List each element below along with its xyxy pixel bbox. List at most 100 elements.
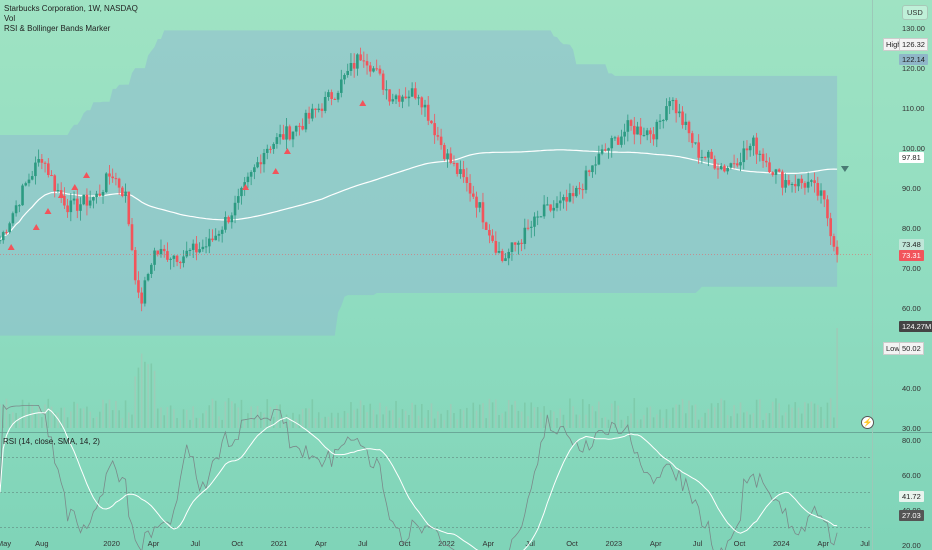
volume-bar <box>366 412 368 428</box>
volume-bar <box>272 416 275 428</box>
candle-body <box>478 202 482 208</box>
flash-icon[interactable]: ⚡ <box>861 416 874 429</box>
candle-body <box>504 258 507 261</box>
candle-body <box>623 131 626 137</box>
volume-bar <box>759 399 761 428</box>
volume-bar <box>115 400 117 428</box>
volume-bar <box>375 414 378 428</box>
candle-body <box>323 97 327 111</box>
volume-bar <box>739 402 742 428</box>
volume-bar <box>459 409 462 428</box>
time-tick-label: Jul <box>860 539 870 548</box>
candle-body <box>140 292 143 304</box>
bollinger-band <box>0 30 838 336</box>
volume-bar <box>234 403 236 428</box>
volume-bar <box>359 400 362 428</box>
volume-bar <box>639 419 642 428</box>
volume-bar <box>701 417 703 428</box>
volume-bar <box>552 411 555 428</box>
volume-bar <box>102 399 104 428</box>
volume-bar <box>517 410 520 428</box>
candle-body <box>800 178 804 184</box>
candle-body <box>806 181 810 188</box>
volume-bar <box>266 399 269 428</box>
volume-bar <box>733 405 735 428</box>
candle-body <box>356 54 359 69</box>
volume-bar <box>314 418 317 428</box>
volume-bar <box>810 401 813 428</box>
candle-body <box>632 125 636 135</box>
candle-body <box>220 229 224 234</box>
volume-bar <box>488 398 491 428</box>
candle-body <box>797 178 800 187</box>
volume-bar <box>717 403 719 428</box>
volume-bar <box>475 410 478 428</box>
volume-bar <box>546 417 549 428</box>
volume-bar <box>614 400 616 428</box>
price-tick-label: 100.00 <box>902 144 925 153</box>
volume-bar <box>166 407 169 428</box>
candle-body <box>92 197 95 201</box>
volume-bar <box>8 413 11 428</box>
time-tick-label: Oct <box>231 539 244 548</box>
volume-bar <box>0 404 1 428</box>
candle-body <box>687 121 691 134</box>
candle-body <box>349 63 353 71</box>
volume-bar <box>665 409 668 428</box>
candle-body <box>787 180 791 185</box>
candle-body <box>217 233 221 236</box>
volume-bar <box>12 412 14 428</box>
candle-body <box>539 216 543 218</box>
candle-body <box>339 79 343 93</box>
candle-body <box>320 108 324 111</box>
candle-body <box>56 190 60 192</box>
currency-button[interactable]: USD <box>902 5 928 20</box>
volume-bar <box>89 411 91 428</box>
volume-bar <box>163 415 166 428</box>
price-tick-label: 90.00 <box>902 184 921 193</box>
candle-body <box>304 112 308 130</box>
candle-body <box>690 133 694 143</box>
volume-bar <box>514 400 516 428</box>
candle-body <box>645 130 649 136</box>
time-tick-label: Oct <box>566 539 579 548</box>
volume-bar <box>691 405 694 428</box>
candle-body <box>117 178 121 188</box>
candle-body <box>169 258 172 260</box>
candle-body <box>764 160 768 163</box>
volume-bar <box>253 418 256 428</box>
candle-body <box>146 274 150 281</box>
volume-bar <box>659 409 661 428</box>
candle-body <box>282 134 285 140</box>
volume-bar <box>392 409 394 428</box>
candle-body <box>610 138 614 149</box>
volume-bar <box>156 408 159 428</box>
volume-bar <box>202 413 204 428</box>
volume-bar <box>630 413 632 428</box>
candle-body <box>481 202 485 223</box>
sell-marker <box>840 166 849 172</box>
candle-body <box>835 246 839 255</box>
candle-body <box>72 198 76 201</box>
candle-body <box>793 184 797 187</box>
candle-body <box>285 126 288 140</box>
candle-body <box>166 251 169 260</box>
time-tick-label: 2022 <box>438 539 455 548</box>
candle-body <box>37 159 40 163</box>
volume-bar <box>60 407 62 428</box>
volume-bar <box>704 412 706 428</box>
candle-body <box>294 125 298 132</box>
volume-bar <box>256 406 259 428</box>
candle-body <box>8 223 11 233</box>
candle-body <box>739 162 742 166</box>
candle-body <box>162 248 166 252</box>
buy-marker <box>359 100 367 106</box>
candle-body <box>449 153 453 163</box>
candle-body <box>404 96 407 99</box>
volume-bar <box>282 419 285 428</box>
candle-body <box>130 224 134 251</box>
candle-body <box>832 236 836 247</box>
candle-body <box>520 242 523 244</box>
volume-bar <box>524 402 526 428</box>
price-tick-label: 110.00 <box>902 104 924 113</box>
